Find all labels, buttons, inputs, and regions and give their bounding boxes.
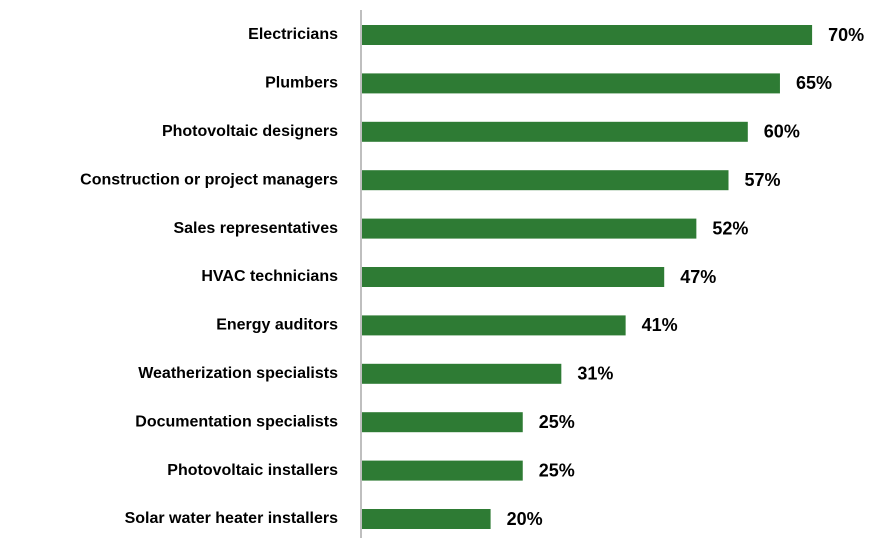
- bar: [362, 121, 748, 142]
- category-label: HVAC technicians: [201, 268, 338, 285]
- bar: [362, 509, 491, 529]
- bar: [362, 73, 780, 94]
- category-label: Photovoltaic designers: [162, 123, 338, 140]
- value-label: 25%: [539, 460, 575, 480]
- value-label: 65%: [796, 73, 832, 93]
- value-label: 20%: [507, 509, 543, 529]
- value-label: 25%: [539, 412, 575, 432]
- category-label: Construction or project managers: [80, 171, 338, 188]
- bar: [362, 25, 813, 45]
- category-label: Weatherization specialists: [138, 365, 338, 382]
- bar: [362, 218, 697, 239]
- value-label: 31%: [577, 364, 613, 384]
- bar: [362, 363, 562, 384]
- value-label: 52%: [712, 218, 748, 238]
- category-label: Energy auditors: [216, 317, 338, 334]
- category-label: Electricians: [248, 26, 338, 43]
- bar: [362, 170, 729, 191]
- category-label: Plumbers: [265, 75, 338, 92]
- value-label: 47%: [680, 267, 716, 287]
- value-label: 41%: [642, 315, 678, 335]
- category-label: Solar water heater installers: [125, 510, 339, 527]
- category-label: Sales representatives: [173, 220, 338, 237]
- bar: [362, 412, 523, 433]
- bar: [362, 315, 626, 336]
- category-label: Photovoltaic installers: [167, 462, 338, 479]
- bar: [362, 267, 665, 287]
- value-label: 57%: [745, 170, 781, 190]
- bar: [362, 460, 523, 481]
- category-label: Documentation specialists: [135, 413, 338, 430]
- value-label: 60%: [764, 122, 800, 142]
- value-label: 70%: [828, 25, 864, 45]
